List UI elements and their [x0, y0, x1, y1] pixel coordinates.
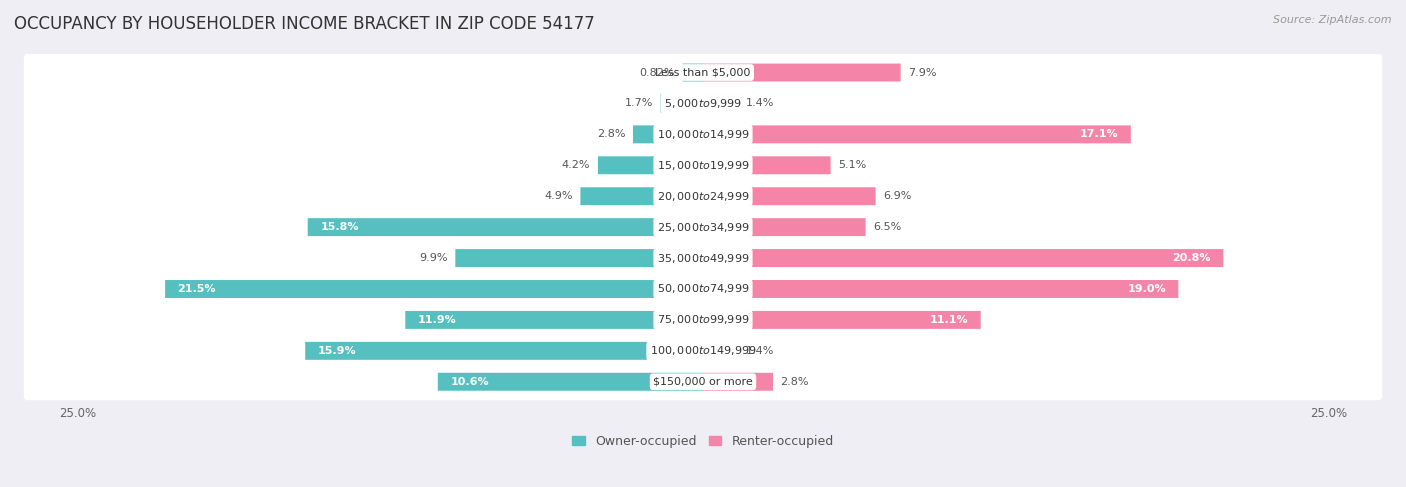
Text: $35,000 to $49,999: $35,000 to $49,999: [657, 252, 749, 264]
FancyBboxPatch shape: [581, 187, 703, 205]
FancyBboxPatch shape: [703, 249, 1223, 267]
FancyBboxPatch shape: [633, 125, 703, 143]
FancyBboxPatch shape: [703, 280, 1178, 298]
FancyBboxPatch shape: [305, 342, 703, 360]
Text: $25,000 to $34,999: $25,000 to $34,999: [657, 221, 749, 234]
FancyBboxPatch shape: [456, 249, 703, 267]
Text: 1.4%: 1.4%: [745, 346, 773, 356]
FancyBboxPatch shape: [661, 94, 703, 112]
FancyBboxPatch shape: [24, 301, 1382, 338]
Text: Source: ZipAtlas.com: Source: ZipAtlas.com: [1274, 15, 1392, 25]
Text: $10,000 to $14,999: $10,000 to $14,999: [657, 128, 749, 141]
FancyBboxPatch shape: [703, 373, 773, 391]
Text: 2.8%: 2.8%: [780, 377, 808, 387]
FancyBboxPatch shape: [24, 116, 1382, 153]
Text: 7.9%: 7.9%: [908, 68, 936, 77]
FancyBboxPatch shape: [703, 187, 876, 205]
FancyBboxPatch shape: [24, 85, 1382, 122]
FancyBboxPatch shape: [24, 332, 1382, 370]
FancyBboxPatch shape: [24, 363, 1382, 400]
FancyBboxPatch shape: [24, 147, 1382, 184]
FancyBboxPatch shape: [703, 218, 866, 236]
Text: 17.1%: 17.1%: [1080, 130, 1118, 139]
FancyBboxPatch shape: [703, 311, 981, 329]
FancyBboxPatch shape: [437, 373, 703, 391]
FancyBboxPatch shape: [703, 94, 738, 112]
Text: 6.5%: 6.5%: [873, 222, 901, 232]
Text: 1.7%: 1.7%: [624, 98, 652, 109]
Text: 11.1%: 11.1%: [929, 315, 969, 325]
Legend: Owner-occupied, Renter-occupied: Owner-occupied, Renter-occupied: [572, 435, 834, 448]
FancyBboxPatch shape: [24, 208, 1382, 246]
FancyBboxPatch shape: [598, 156, 703, 174]
Text: 1.4%: 1.4%: [745, 98, 773, 109]
Text: $75,000 to $99,999: $75,000 to $99,999: [657, 314, 749, 326]
FancyBboxPatch shape: [703, 342, 738, 360]
Text: 5.1%: 5.1%: [838, 160, 866, 170]
Text: 2.8%: 2.8%: [598, 130, 626, 139]
Text: $20,000 to $24,999: $20,000 to $24,999: [657, 190, 749, 203]
Text: 4.9%: 4.9%: [544, 191, 572, 201]
Text: 15.9%: 15.9%: [318, 346, 356, 356]
Text: $5,000 to $9,999: $5,000 to $9,999: [664, 97, 742, 110]
FancyBboxPatch shape: [682, 63, 703, 81]
FancyBboxPatch shape: [703, 63, 901, 81]
Text: 10.6%: 10.6%: [450, 377, 489, 387]
Text: OCCUPANCY BY HOUSEHOLDER INCOME BRACKET IN ZIP CODE 54177: OCCUPANCY BY HOUSEHOLDER INCOME BRACKET …: [14, 15, 595, 33]
Text: 15.8%: 15.8%: [321, 222, 359, 232]
Text: $100,000 to $149,999: $100,000 to $149,999: [650, 344, 756, 357]
Text: 6.9%: 6.9%: [883, 191, 911, 201]
Text: $15,000 to $19,999: $15,000 to $19,999: [657, 159, 749, 172]
Text: 9.9%: 9.9%: [419, 253, 449, 263]
FancyBboxPatch shape: [703, 156, 831, 174]
FancyBboxPatch shape: [405, 311, 703, 329]
FancyBboxPatch shape: [165, 280, 703, 298]
FancyBboxPatch shape: [308, 218, 703, 236]
FancyBboxPatch shape: [703, 125, 1130, 143]
Text: 19.0%: 19.0%: [1128, 284, 1166, 294]
Text: 11.9%: 11.9%: [418, 315, 457, 325]
Text: 20.8%: 20.8%: [1173, 253, 1211, 263]
Text: Less than $5,000: Less than $5,000: [655, 68, 751, 77]
FancyBboxPatch shape: [24, 270, 1382, 308]
Text: $150,000 or more: $150,000 or more: [654, 377, 752, 387]
Text: 21.5%: 21.5%: [177, 284, 217, 294]
Text: 0.82%: 0.82%: [640, 68, 675, 77]
Text: $50,000 to $74,999: $50,000 to $74,999: [657, 282, 749, 296]
FancyBboxPatch shape: [24, 240, 1382, 277]
Text: 4.2%: 4.2%: [562, 160, 591, 170]
FancyBboxPatch shape: [24, 178, 1382, 215]
FancyBboxPatch shape: [24, 54, 1382, 91]
